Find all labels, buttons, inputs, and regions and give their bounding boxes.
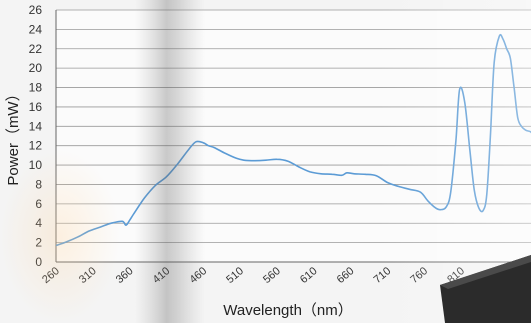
- y-tick-label-26: 26: [29, 3, 43, 17]
- y-tick-label-22: 22: [29, 42, 43, 56]
- photo-shadow-band: [135, 0, 205, 323]
- x-axis-label: Wavelength（nm）: [223, 302, 353, 319]
- y-tick-label-18: 18: [29, 81, 43, 95]
- y-tick-label-12: 12: [29, 139, 43, 153]
- device-corner: [440, 255, 531, 323]
- device-edge: [440, 255, 531, 289]
- y-tick-label-14: 14: [29, 119, 43, 133]
- photo-glow: [0, 150, 120, 323]
- y-tick-label-24: 24: [29, 22, 43, 36]
- y-tick-label-20: 20: [29, 61, 43, 75]
- y-tick-label-16: 16: [29, 100, 43, 114]
